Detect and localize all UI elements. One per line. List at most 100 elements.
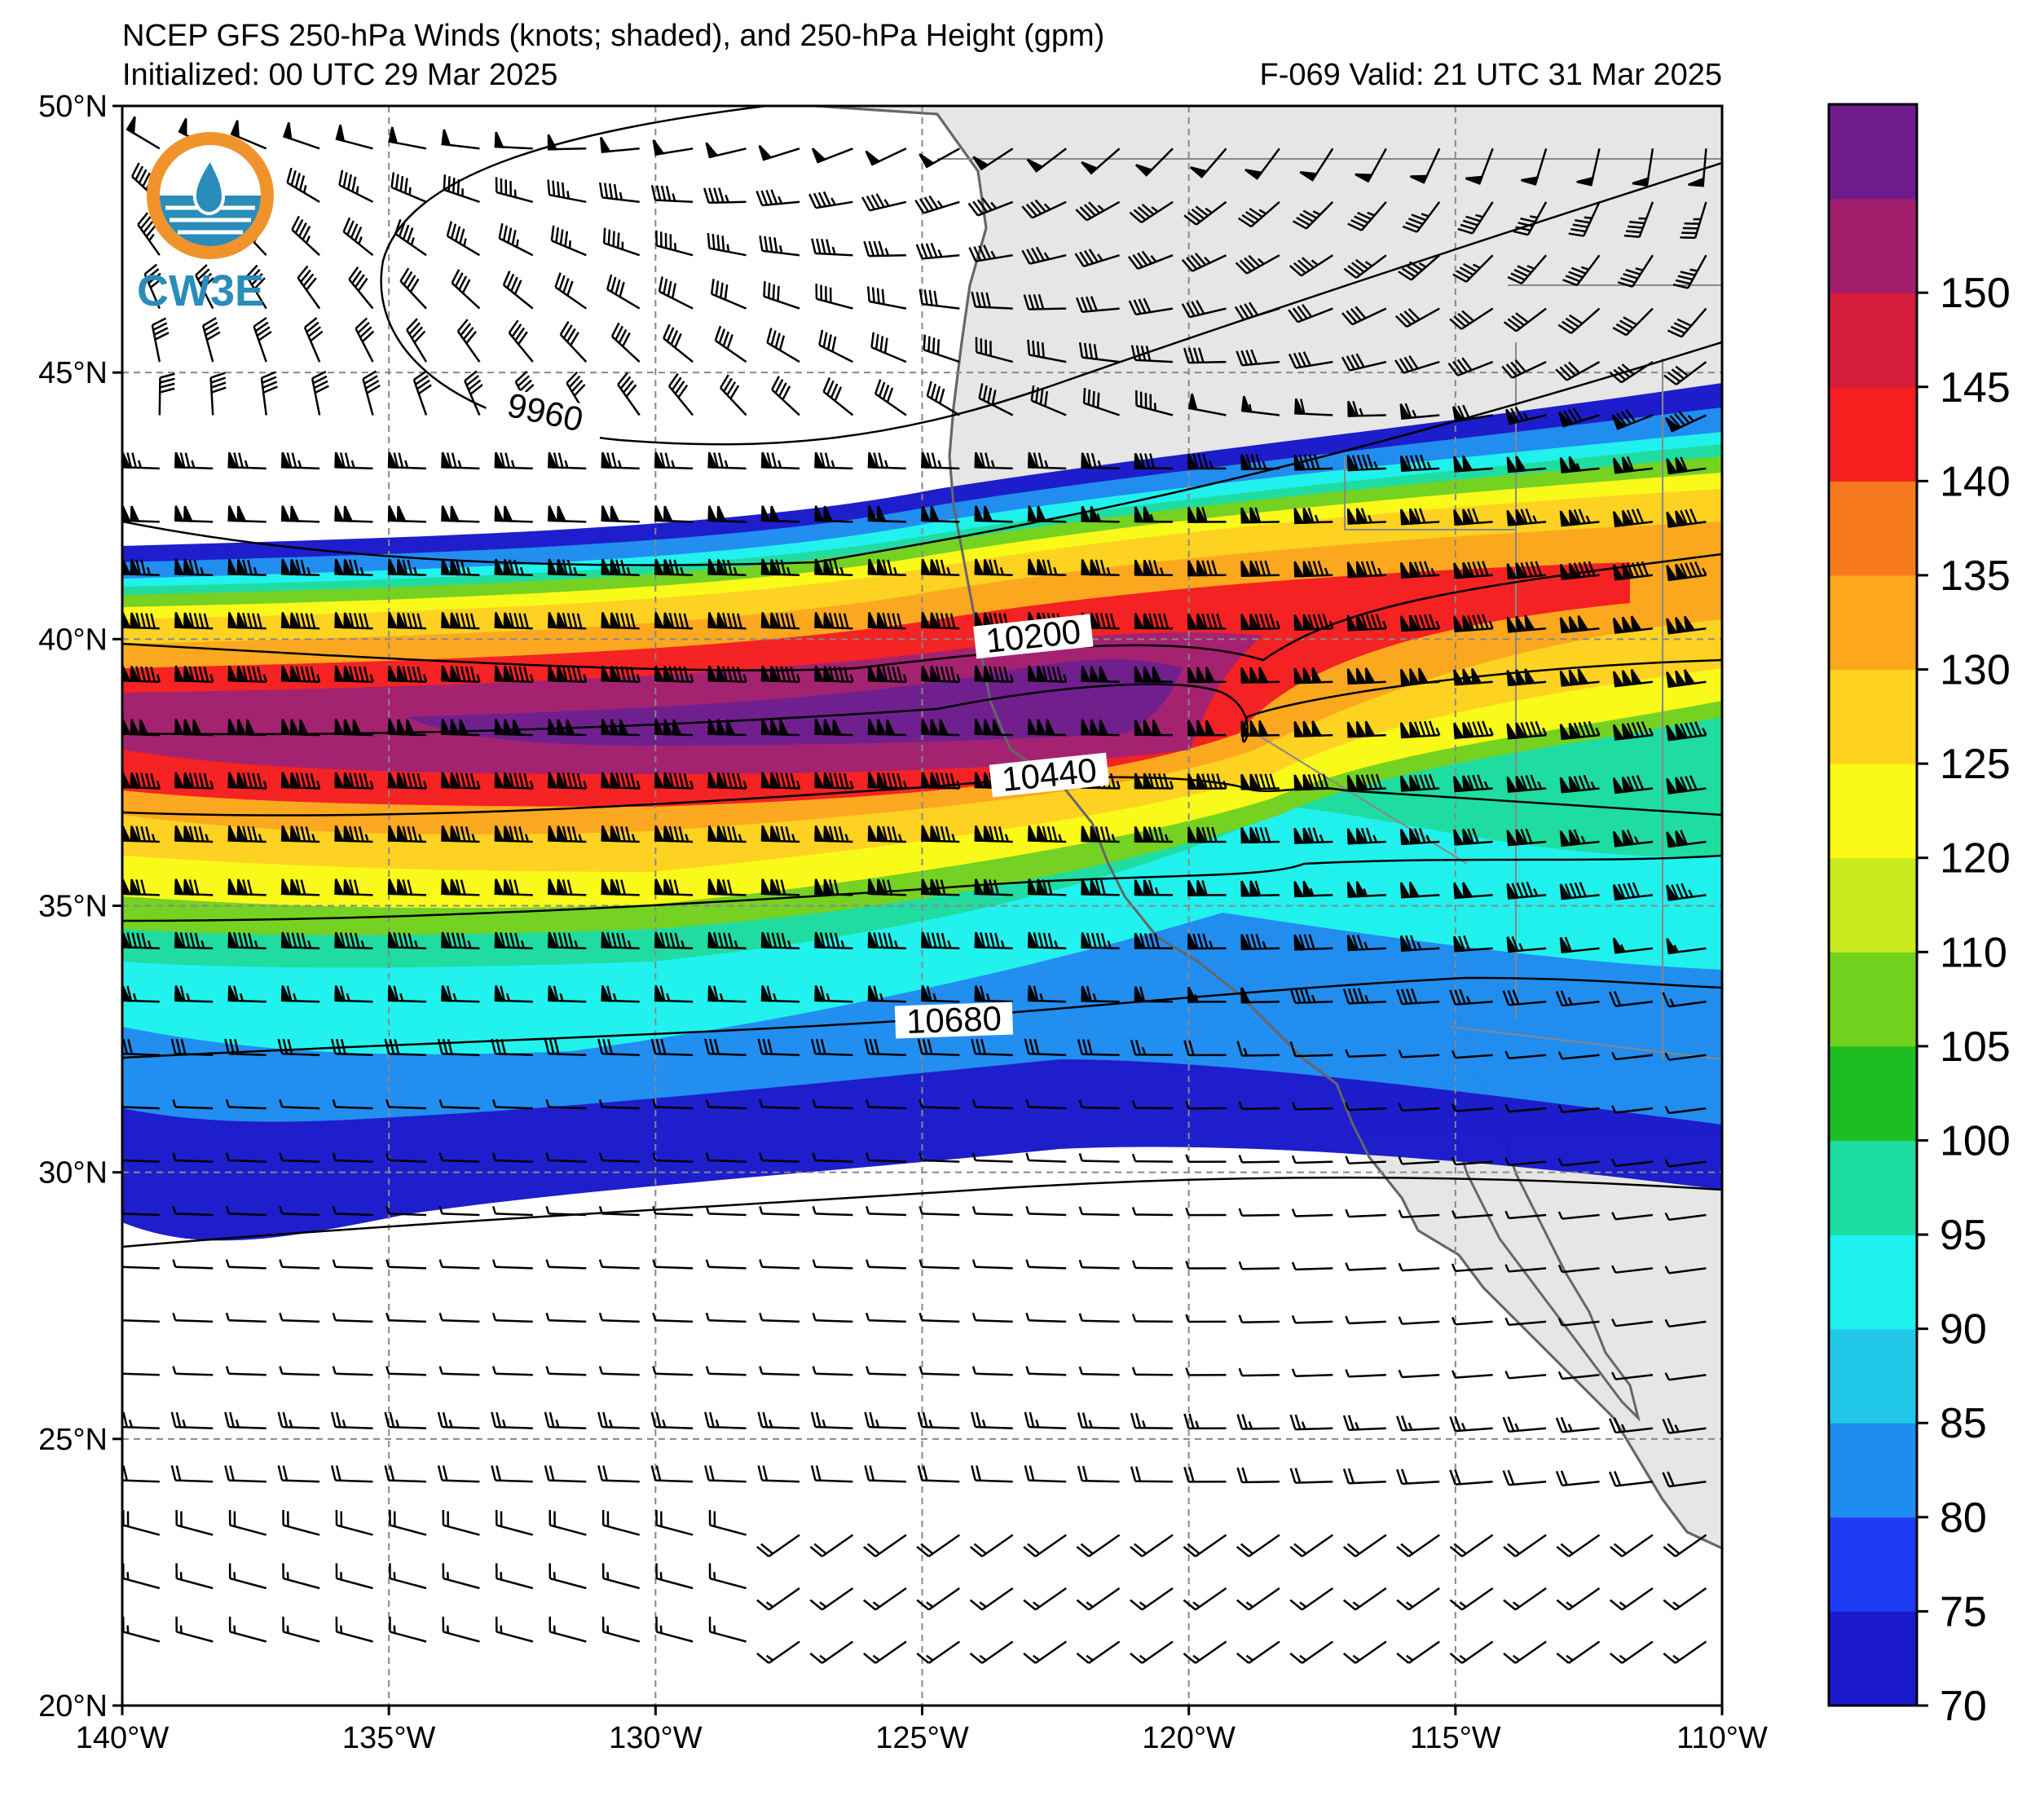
wind-barb [1293,880,1333,898]
wind-barb [598,1205,640,1217]
wind-barb [601,665,641,683]
wind-barb [757,1411,800,1429]
wind-barb [1557,1371,1600,1380]
wind-barb [915,242,960,260]
wind-barb [1081,559,1120,577]
wind-barb [1506,561,1547,580]
wind-barb [443,174,480,203]
wind-barb [814,612,853,630]
wind-barb [1559,456,1600,473]
wind-barb [971,1312,1013,1323]
wind-barb [441,612,480,630]
wind-barb [1347,200,1387,231]
wind-barb [280,825,320,843]
wind-barb [545,1366,587,1376]
logo-droplet-icon [192,155,226,215]
wind-barb [811,147,853,164]
wind-barb [406,318,428,363]
wind-barb [598,1366,640,1376]
wind-barb [1399,881,1440,899]
wind-barb [554,272,588,310]
wind-barb [437,1038,480,1056]
wind-barb [1183,347,1227,364]
wind-barb [1345,1262,1386,1271]
wind-barb [1342,1587,1387,1611]
wind-barb [1506,774,1547,793]
x-tick-label: 110°W [1676,1721,1768,1755]
wind-barb [600,136,640,153]
wind-barb [863,1534,907,1558]
wind-barb [704,1411,747,1429]
wind-barb [1292,200,1334,230]
wind-barb [759,1205,800,1217]
wind-barb [1395,307,1440,328]
wind-barb [201,317,221,363]
wind-barb [175,1563,214,1590]
wind-barb [1076,1640,1121,1664]
wind-barb [1081,825,1120,843]
wind-barb [1555,1470,1600,1487]
wind-barb [705,1366,747,1376]
wind-barb [1134,559,1174,577]
wind-barb [1666,615,1707,635]
wind-barb [387,665,428,683]
colorbar-tick-label: 125 [1940,741,2011,788]
wind-barb [707,558,747,577]
wind-barb [720,374,747,416]
wind-barb [170,1465,214,1483]
wind-barb [918,1099,960,1110]
wind-barb [1623,201,1654,239]
wind-barb [810,1038,853,1056]
wind-barb [1664,1105,1707,1115]
wind-barb [227,825,267,843]
wind-barb [1504,1371,1547,1380]
wind-barb [874,379,907,416]
wind-barb [441,665,481,683]
wind-barb [1131,1260,1174,1270]
wind-barb [122,665,161,683]
wind-barb [1345,1102,1386,1111]
wind-barb [1398,1316,1440,1325]
wind-barb [1236,1640,1280,1664]
wind-barb [866,1152,906,1163]
wind-barb [195,264,214,310]
wind-barb [170,1038,214,1056]
colorbar-tick-label: 130 [1940,647,2011,694]
wind-barb [495,1563,534,1590]
wind-barb [508,319,534,363]
wind-barb [760,558,800,577]
wind-barb [1449,1415,1493,1433]
wind-barb [1611,1105,1654,1114]
wind-barb [1559,829,1600,847]
wind-barb [974,451,1013,470]
wind-barb [1346,773,1386,791]
wind-barb [1293,454,1333,471]
wind-barb [1130,1412,1174,1429]
wind-barb [1027,931,1067,950]
wind-barb [548,1563,587,1590]
wind-barb [1078,1259,1120,1270]
wind-barb [1447,357,1494,376]
wind-barb [1293,720,1333,737]
wind-barb [866,1312,906,1323]
y-tick-label: 25°N [38,1423,108,1457]
wind-barb [974,505,1013,523]
wind-barb [332,1205,373,1217]
wind-barb [280,665,321,683]
wind-barb [330,1038,373,1056]
wind-barb [864,1465,906,1483]
wind-barb [172,1099,214,1110]
wind-barb [548,718,587,737]
wind-barb [1076,1534,1121,1558]
wind-barb [921,878,960,896]
wind-barb [384,1038,427,1056]
logo-text: CW3E [137,266,264,315]
wind-barb [1291,1155,1333,1164]
wind-barb [1345,1156,1386,1164]
wind-barb [810,1465,853,1483]
wind-barb [172,1366,214,1376]
wind-barb [918,288,960,310]
wind-barb [494,772,534,790]
wind-barb [1513,201,1548,236]
x-tick-label: 115°W [1410,1721,1501,1755]
